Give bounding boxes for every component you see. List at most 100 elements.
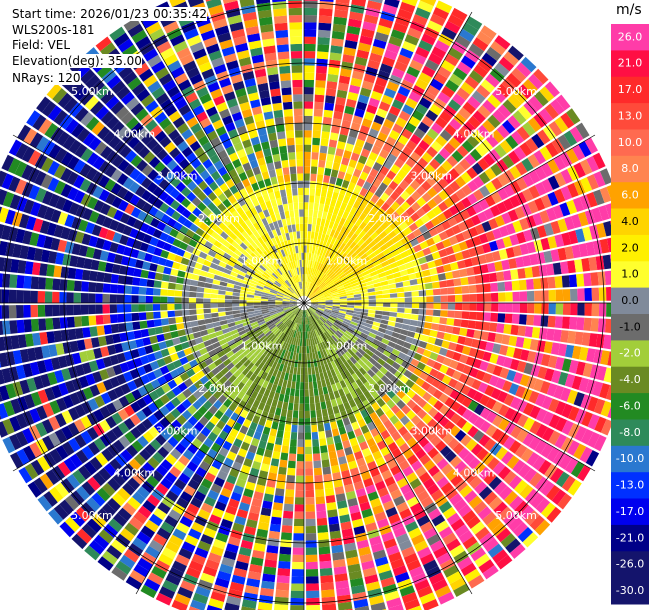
velocity-gate bbox=[524, 267, 533, 278]
velocity-gate bbox=[366, 263, 375, 270]
velocity-gate bbox=[508, 383, 520, 396]
velocity-gate bbox=[261, 292, 270, 296]
velocity-gate bbox=[313, 321, 319, 329]
velocity-gate bbox=[330, 169, 339, 178]
velocity-gate bbox=[436, 458, 449, 470]
velocity-gate bbox=[390, 489, 403, 500]
velocity-gate bbox=[60, 226, 71, 240]
velocity-gate bbox=[228, 374, 237, 384]
velocity-gate bbox=[342, 320, 350, 326]
velocity-gate bbox=[292, 352, 297, 360]
velocity-gate bbox=[236, 508, 249, 519]
velocity-gate bbox=[408, 325, 417, 332]
velocity-gate bbox=[234, 406, 243, 416]
velocity-gate bbox=[515, 161, 528, 176]
velocity-gate bbox=[316, 65, 328, 74]
velocity-gate bbox=[336, 357, 344, 366]
velocity-gate bbox=[408, 222, 419, 232]
velocity-gate bbox=[284, 496, 294, 505]
velocity-gate bbox=[568, 274, 578, 288]
velocity-gate bbox=[250, 280, 258, 285]
velocity-gate bbox=[404, 297, 412, 303]
velocity-gate bbox=[277, 311, 285, 317]
velocity-gate bbox=[315, 254, 320, 262]
velocity-gate bbox=[370, 602, 386, 610]
velocity-gate bbox=[402, 318, 411, 325]
velocity-gate bbox=[191, 326, 200, 333]
velocity-gate bbox=[317, 350, 322, 359]
velocity-gate bbox=[390, 465, 402, 476]
velocity-gate bbox=[249, 282, 257, 288]
velocity-gate bbox=[454, 286, 463, 294]
velocity-gate bbox=[309, 294, 316, 299]
velocity-gate bbox=[123, 405, 135, 417]
velocity-gate bbox=[119, 265, 128, 275]
velocity-gate bbox=[270, 254, 277, 263]
velocity-gate bbox=[269, 428, 278, 437]
velocity-gate bbox=[323, 175, 330, 184]
velocity-gate bbox=[250, 390, 259, 400]
velocity-gate bbox=[365, 522, 378, 532]
velocity-gate bbox=[566, 199, 578, 215]
velocity-gate bbox=[291, 344, 295, 353]
velocity-gate bbox=[290, 305, 298, 309]
velocity-gate bbox=[297, 309, 302, 317]
velocity-gate bbox=[470, 521, 486, 535]
velocity-gate bbox=[17, 124, 31, 141]
velocity-gate bbox=[460, 319, 469, 328]
velocity-gate bbox=[432, 389, 443, 400]
velocity-gate bbox=[342, 440, 351, 449]
velocity-gate bbox=[313, 123, 322, 131]
velocity-gate bbox=[365, 248, 374, 256]
velocity-gate bbox=[619, 269, 628, 285]
velocity-gate bbox=[196, 342, 206, 350]
velocity-gate bbox=[372, 321, 381, 327]
velocity-gate bbox=[400, 211, 410, 221]
velocity-gate bbox=[386, 399, 396, 409]
velocity-gate bbox=[268, 265, 275, 273]
velocity-gate bbox=[307, 331, 310, 339]
velocity-gate bbox=[488, 272, 498, 283]
velocity-gate bbox=[342, 195, 351, 204]
velocity-gate bbox=[174, 593, 191, 606]
velocity-gate bbox=[189, 140, 201, 152]
velocity-gate bbox=[241, 606, 256, 610]
velocity-gate bbox=[305, 289, 309, 297]
velocity-gate bbox=[310, 323, 315, 331]
velocity-gate bbox=[360, 409, 369, 418]
velocity-gate bbox=[120, 91, 135, 105]
velocity-gate bbox=[63, 457, 77, 473]
velocity-gate bbox=[453, 583, 470, 597]
velocity-gate bbox=[428, 508, 442, 521]
velocity-gate bbox=[368, 291, 376, 296]
velocity-gate bbox=[179, 491, 193, 503]
velocity-gate bbox=[550, 220, 561, 235]
velocity-gate bbox=[417, 490, 430, 502]
velocity-gate bbox=[217, 350, 226, 358]
velocity-gate bbox=[305, 547, 318, 555]
velocity-gate bbox=[351, 372, 359, 382]
velocity-gate bbox=[317, 307, 325, 311]
velocity-gate bbox=[348, 414, 357, 424]
velocity-gate bbox=[33, 248, 43, 262]
velocity-gate bbox=[370, 497, 382, 508]
velocity-gate bbox=[351, 474, 362, 484]
velocity-gate bbox=[502, 99, 517, 114]
velocity-gate bbox=[369, 52, 383, 63]
velocity-gate bbox=[241, 264, 250, 271]
velocity-gate bbox=[43, 452, 57, 468]
velocity-gate bbox=[73, 175, 85, 189]
velocity-gate bbox=[236, 553, 251, 564]
velocity-gate bbox=[316, 262, 322, 270]
velocity-gate bbox=[325, 339, 332, 347]
velocity-gate bbox=[515, 336, 525, 348]
velocity-gate bbox=[321, 596, 336, 605]
velocity-gate bbox=[164, 183, 175, 195]
velocity-gate bbox=[368, 303, 376, 307]
velocity-gate bbox=[26, 377, 37, 392]
velocity-gate bbox=[275, 295, 284, 299]
velocity-gate bbox=[343, 266, 351, 274]
velocity-gate bbox=[73, 190, 86, 204]
velocity-gate bbox=[115, 106, 130, 120]
velocity-gate bbox=[109, 354, 120, 366]
